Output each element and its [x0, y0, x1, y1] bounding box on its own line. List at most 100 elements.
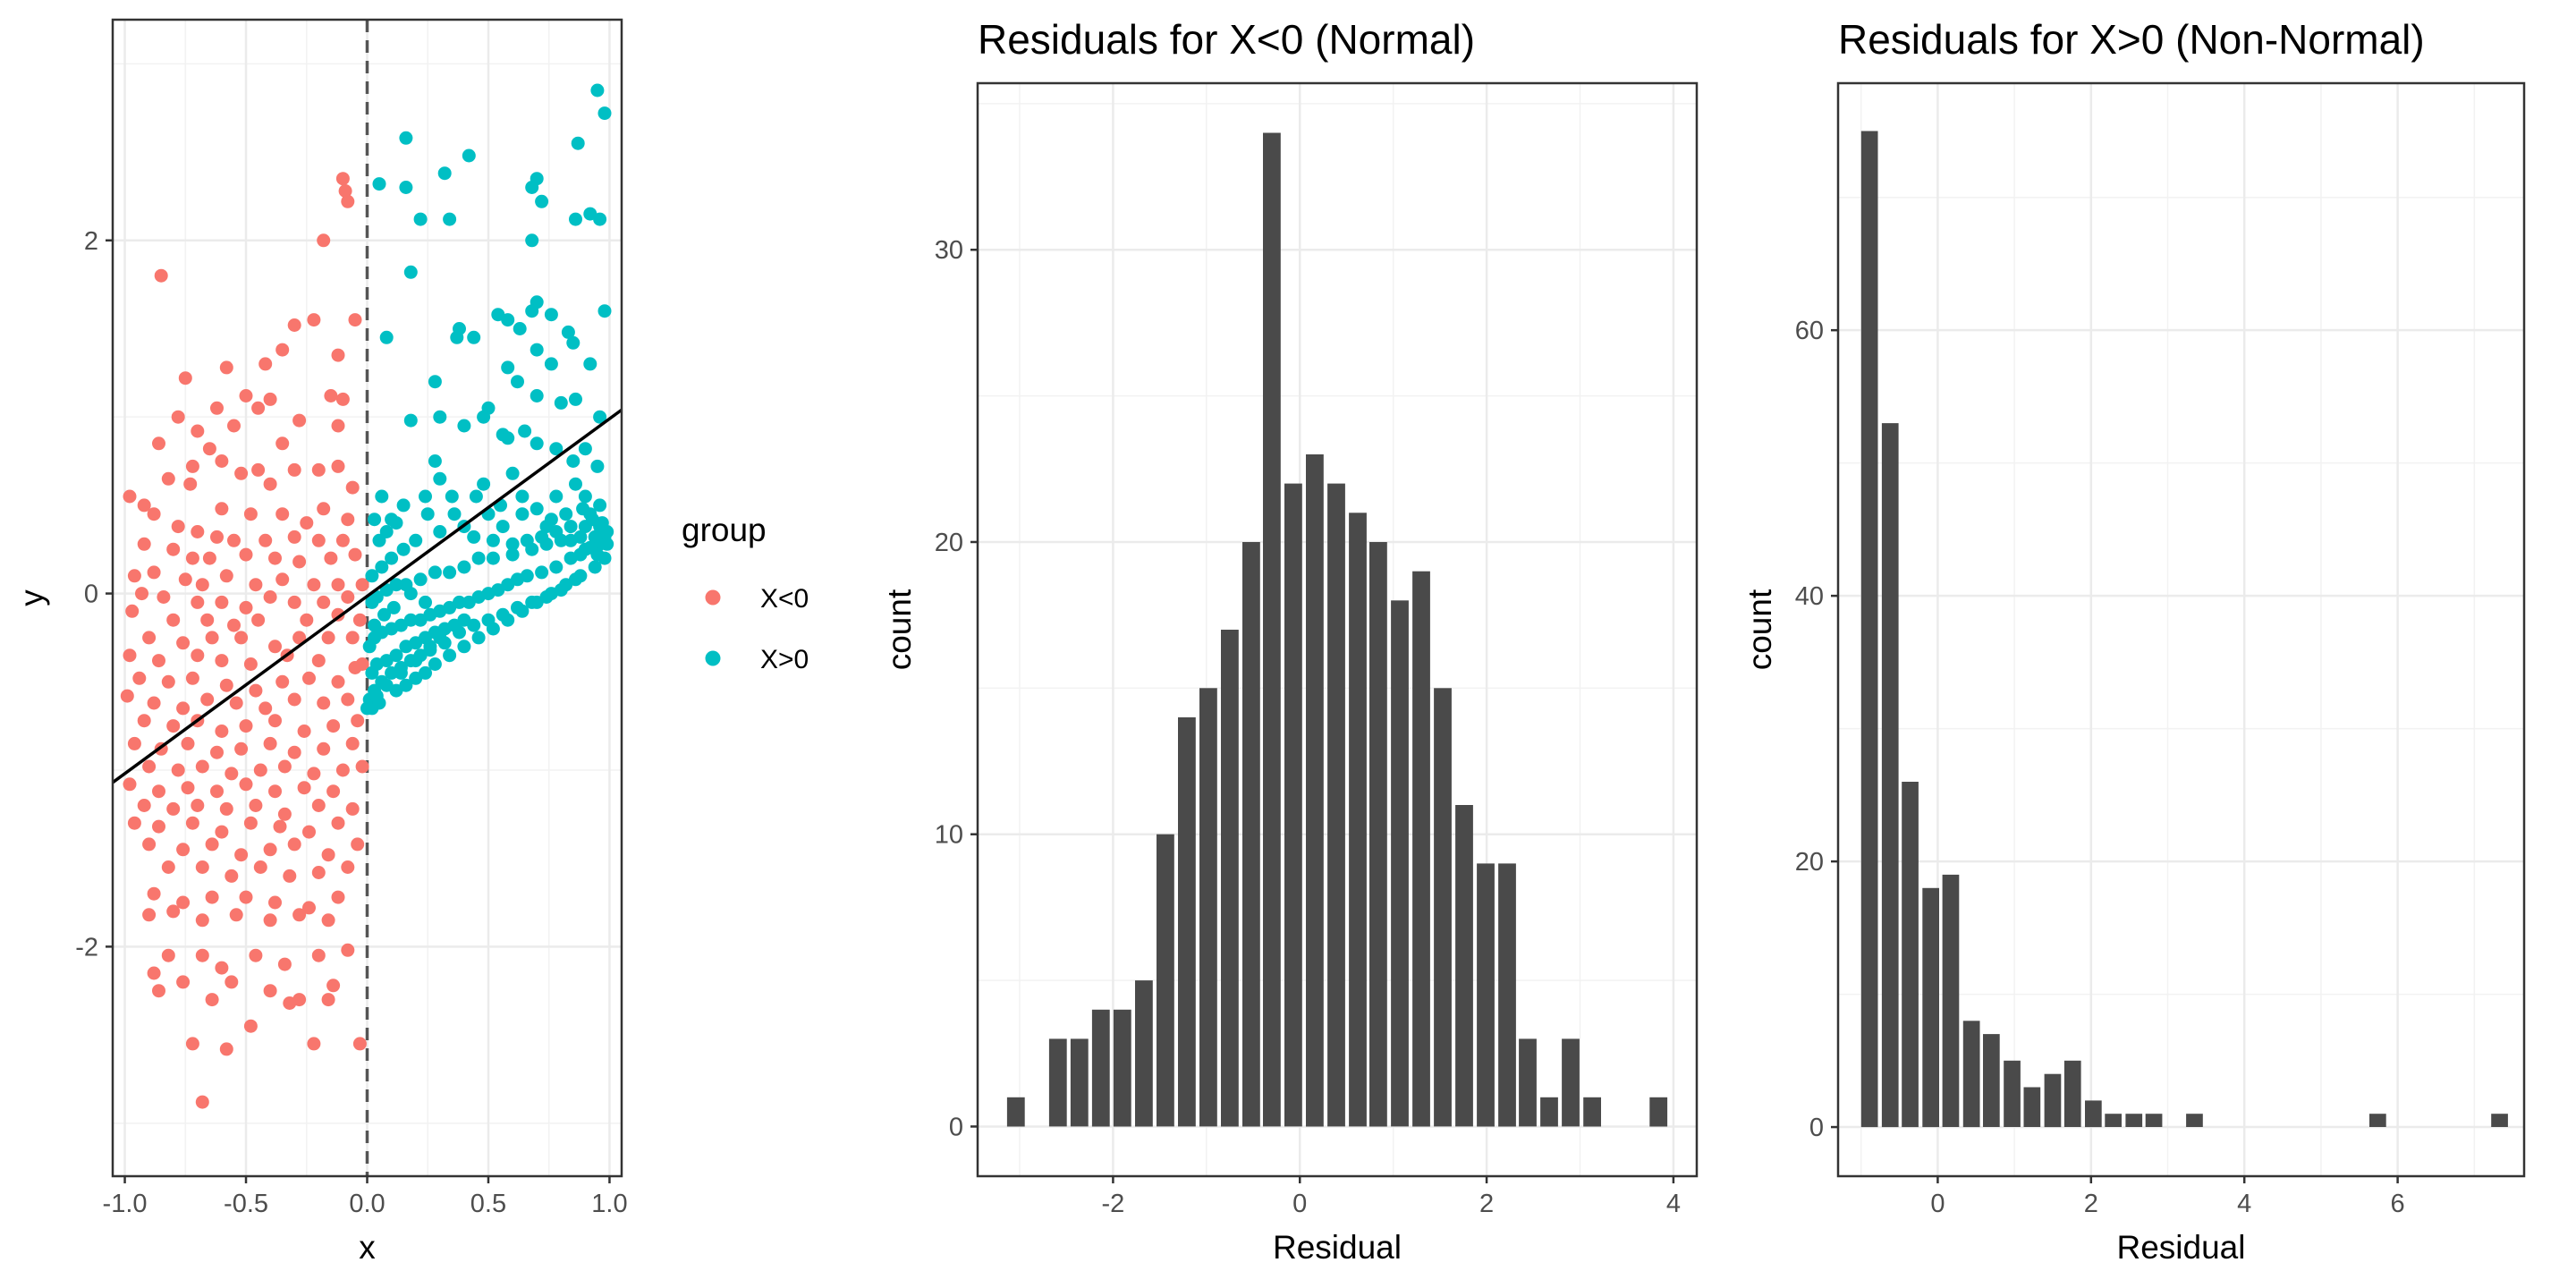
- data-point: [566, 335, 580, 350]
- data-point: [413, 572, 428, 587]
- data-point: [457, 640, 471, 654]
- data-point: [137, 498, 151, 513]
- data-point: [249, 683, 263, 698]
- data-point: [331, 890, 345, 904]
- histogram-bar: [1983, 1034, 2000, 1127]
- data-point: [215, 961, 229, 975]
- data-point: [120, 689, 134, 703]
- data-point: [345, 801, 360, 816]
- data-point: [345, 631, 360, 645]
- data-point: [341, 590, 355, 604]
- data-point: [539, 590, 554, 604]
- data-point: [249, 578, 263, 592]
- data-point: [341, 943, 355, 957]
- y-axis: -2 0 2: [75, 227, 113, 962]
- data-point: [501, 313, 515, 327]
- data-point: [348, 547, 362, 562]
- data-point: [321, 993, 335, 1007]
- data-point: [176, 636, 191, 650]
- data-point: [249, 799, 263, 812]
- data-point: [590, 547, 605, 562]
- data-point: [486, 533, 500, 547]
- data-point: [283, 869, 297, 883]
- data-point: [317, 502, 331, 516]
- data-point: [576, 502, 590, 516]
- data-point: [152, 654, 165, 668]
- data-point: [249, 948, 263, 962]
- data-point: [258, 701, 273, 716]
- data-point: [210, 401, 224, 415]
- data-point: [520, 533, 534, 547]
- data-point: [578, 489, 592, 504]
- data-point: [205, 631, 219, 645]
- histogram-bar: [1369, 542, 1387, 1127]
- y-tick-label: 20: [935, 529, 963, 557]
- histogram-bar: [1306, 454, 1324, 1127]
- data-point: [195, 913, 209, 928]
- x-tick-label: -1.0: [103, 1190, 148, 1218]
- data-point: [215, 595, 229, 609]
- data-point: [147, 696, 161, 710]
- data-point: [403, 413, 418, 428]
- data-point: [311, 533, 326, 547]
- data-point: [161, 860, 175, 874]
- histogram-bar: [1434, 688, 1452, 1127]
- data-point: [365, 665, 379, 680]
- data-point: [215, 825, 229, 839]
- data-point: [137, 714, 151, 728]
- data-point: [234, 741, 249, 756]
- data-point: [593, 410, 607, 424]
- data-point: [496, 607, 510, 622]
- data-point: [183, 477, 198, 491]
- data-point: [530, 343, 544, 357]
- data-point: [215, 654, 229, 668]
- data-point: [263, 736, 277, 750]
- data-point: [283, 996, 297, 1010]
- data-point: [515, 507, 530, 521]
- data-point: [457, 419, 471, 433]
- data-point: [277, 759, 292, 774]
- data-point: [297, 781, 311, 795]
- data-point: [292, 413, 307, 428]
- data-point: [437, 166, 452, 181]
- data-point: [379, 330, 394, 344]
- histogram-bar: [1048, 1038, 1067, 1127]
- data-point: [590, 459, 605, 473]
- data-point: [300, 516, 314, 530]
- y-tick-label: 0: [1809, 1114, 1824, 1142]
- data-point: [481, 613, 496, 627]
- data-point: [331, 816, 345, 830]
- panel-2: -2 0 2 4 0 10 20 30 Residual count Residuals for X…: [881, 16, 1699, 1266]
- data-point: [419, 489, 432, 504]
- data-point: [368, 513, 382, 527]
- x-axis-title: Residual: [2117, 1229, 2246, 1266]
- data-point: [377, 607, 391, 622]
- data-point: [341, 513, 355, 527]
- data-point: [275, 507, 290, 521]
- data-point: [171, 410, 185, 424]
- data-point: [321, 848, 335, 862]
- data-point: [535, 530, 549, 544]
- data-point: [593, 212, 607, 226]
- data-point: [515, 489, 530, 504]
- data-point: [275, 343, 290, 357]
- plot-title: Residuals for X<0 (Normal): [978, 16, 1475, 63]
- data-point: [544, 357, 558, 371]
- data-point: [324, 389, 338, 402]
- data-point: [365, 595, 379, 609]
- data-point: [331, 578, 345, 592]
- histogram-bar: [2491, 1114, 2508, 1127]
- data-point: [147, 886, 161, 901]
- data-point: [501, 360, 515, 375]
- data-point: [331, 348, 345, 362]
- data-point: [345, 736, 360, 750]
- data-point: [195, 1095, 209, 1109]
- data-point: [549, 525, 564, 538]
- histogram-bar: [2186, 1114, 2203, 1127]
- histogram-bar: [1962, 1021, 1980, 1128]
- data-point: [152, 819, 165, 834]
- data-point: [142, 759, 157, 774]
- legend-title: group: [682, 512, 767, 548]
- legend: group X<0 X>0: [682, 512, 809, 674]
- data-point: [321, 631, 335, 645]
